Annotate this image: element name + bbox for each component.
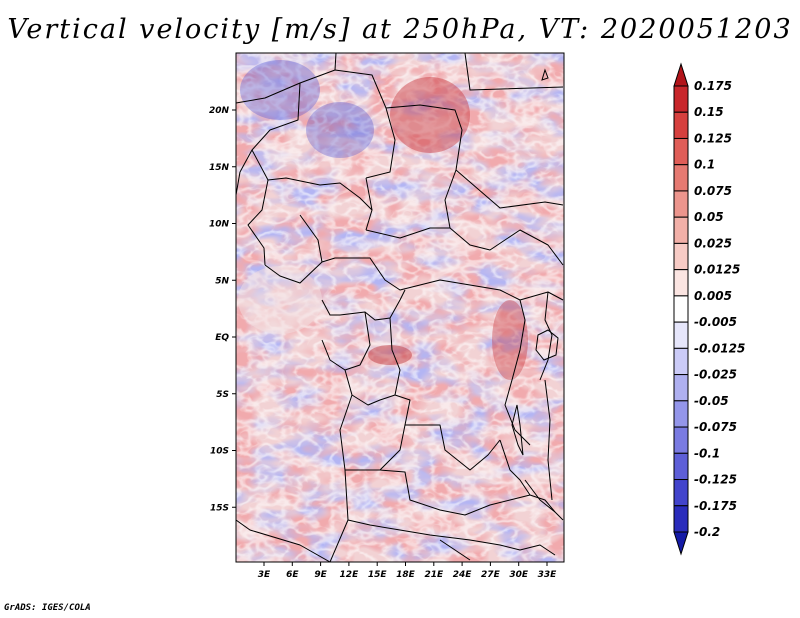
- colorbar-level-label: 0.15: [694, 105, 724, 119]
- colorbar-swatch: [673, 426, 689, 454]
- country-borders: [236, 53, 564, 562]
- latitude-axis: 20N 15N 10N 5N EQ 5S 10S 15S: [209, 106, 236, 513]
- colorbar-swatch: [673, 347, 689, 376]
- colorbar-swatch: [673, 479, 689, 507]
- colorbar-level-label: 0.025: [694, 236, 732, 250]
- colorbar-swatch: [673, 505, 689, 533]
- colorbar-level-label: 0.05: [694, 210, 724, 224]
- colorbar-level-label: -0.125: [694, 473, 737, 487]
- grads-credit: GrADS: IGES/COLA: [4, 603, 91, 613]
- longitude-axis: 3E 6E 9E 12E 15E 18E 21E 24E 27E 30E 33E: [258, 562, 557, 580]
- colorbar-level-label: -0.005: [694, 315, 737, 329]
- colorbar-swatch: [673, 269, 689, 297]
- colorbar-swatch: [673, 190, 689, 218]
- colorbar-swatch: [673, 164, 689, 192]
- lon-tick-label: 30E: [509, 570, 529, 580]
- lon-tick-label: 12E: [340, 570, 360, 580]
- colorbar-level-label: -0.2: [694, 525, 720, 539]
- colorbar-arrow-top: [673, 62, 689, 87]
- colorbar-swatch: [673, 452, 689, 481]
- lon-tick-label: 33E: [538, 570, 558, 580]
- lat-tick-label: 20N: [209, 106, 230, 116]
- colorbar-swatch: [673, 400, 689, 428]
- lat-tick-label: EQ: [215, 333, 229, 343]
- lon-tick-label: 21E: [424, 570, 444, 580]
- colorbar-level-label: -0.075: [694, 420, 737, 434]
- colorbar-swatch: [673, 374, 689, 402]
- colorbar-level-label: -0.1: [694, 446, 720, 460]
- lat-tick-label: 5N: [215, 276, 229, 286]
- colorbar-level-label: 0.005: [694, 289, 732, 303]
- lon-tick-label: 15E: [368, 570, 388, 580]
- colorbar-swatch: [673, 216, 689, 244]
- velocity-field: [236, 53, 564, 562]
- colorbar-level-label: 0.125: [694, 131, 732, 145]
- lat-tick-label: 10S: [210, 447, 229, 457]
- lat-tick-label: 15S: [210, 503, 229, 513]
- colorbar-arrow-bottom: [673, 531, 689, 556]
- lon-tick-label: 3E: [258, 570, 271, 580]
- colorbar-level-label: 0.0125: [694, 263, 740, 277]
- lakes: [511, 68, 559, 456]
- lon-tick-label: 24E: [453, 570, 473, 580]
- colorbar-swatch: [673, 321, 689, 349]
- lon-tick-label: 6E: [286, 570, 299, 580]
- lat-tick-label: 5S: [216, 390, 229, 400]
- colorbar-level-label: -0.025: [694, 368, 737, 382]
- colorbar-level-label: 0.1: [694, 158, 715, 172]
- lat-tick-label: 15N: [209, 163, 230, 173]
- colorbar-swatch: [673, 85, 689, 113]
- colorbar-swatch: [673, 242, 689, 271]
- colorbar: 0.175 0.15 0.125 0.1 0.075 0.05 0.025 0.0125 0.0…: [673, 62, 745, 556]
- lat-tick-label: 10N: [209, 220, 230, 230]
- plot-frame: [235, 52, 565, 563]
- lon-tick-label: 9E: [314, 570, 327, 580]
- lon-tick-label: 18E: [396, 570, 416, 580]
- colorbar-level-label: -0.05: [694, 394, 729, 408]
- colorbar-level-label: 0.175: [694, 79, 732, 93]
- colorbar-level-label: -0.0125: [694, 341, 745, 355]
- colorbar-level-label: -0.175: [694, 499, 737, 513]
- lon-tick-label: 27E: [481, 570, 501, 580]
- colorbar-swatch: [673, 111, 689, 139]
- colorbar-level-label: 0.075: [694, 184, 732, 198]
- map-title: Vertical velocity [m/s] at 250hPa, VT: 2…: [7, 14, 793, 45]
- colorbar-swatch: [673, 137, 689, 166]
- colorbar-swatch: [673, 295, 689, 323]
